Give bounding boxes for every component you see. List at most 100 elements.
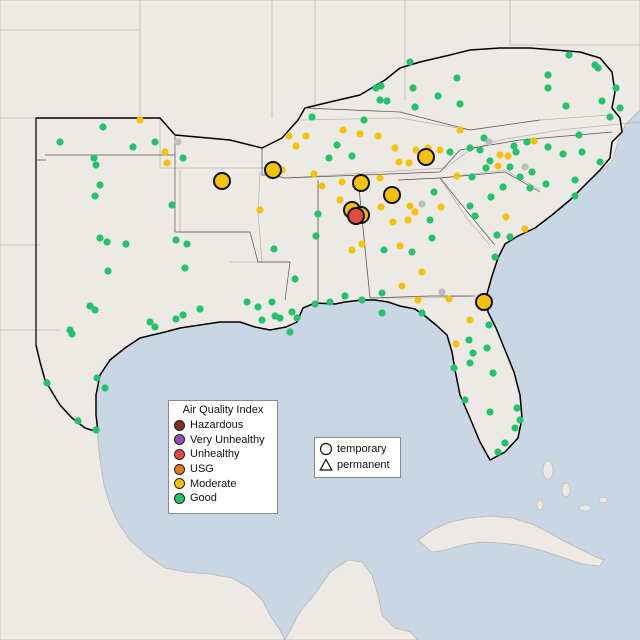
- good-monitor-point[interactable]: [358, 296, 366, 304]
- good-monitor-point[interactable]: [510, 142, 518, 150]
- good-monitor-point[interactable]: [501, 439, 509, 447]
- good-monitor-point[interactable]: [326, 298, 334, 306]
- good-monitor-point[interactable]: [434, 92, 442, 100]
- moderate-monitor-point[interactable]: [404, 216, 412, 224]
- good-monitor-point[interactable]: [378, 289, 386, 297]
- good-monitor-point[interactable]: [286, 328, 294, 336]
- good-monitor-point[interactable]: [383, 97, 391, 105]
- moderate-station-point[interactable]: [264, 161, 282, 179]
- moderate-monitor-point[interactable]: [418, 268, 426, 276]
- good-monitor-point[interactable]: [93, 374, 101, 382]
- good-monitor-point[interactable]: [314, 210, 322, 218]
- good-monitor-point[interactable]: [146, 318, 154, 326]
- good-monitor-point[interactable]: [483, 344, 491, 352]
- good-monitor-point[interactable]: [86, 302, 94, 310]
- moderate-monitor-point[interactable]: [376, 174, 384, 182]
- moderate-monitor-point[interactable]: [406, 202, 414, 210]
- good-monitor-point[interactable]: [291, 275, 299, 283]
- good-monitor-point[interactable]: [311, 300, 319, 308]
- good-monitor-point[interactable]: [461, 396, 469, 404]
- moderate-station-point[interactable]: [383, 186, 401, 204]
- good-monitor-point[interactable]: [476, 146, 484, 154]
- good-monitor-point[interactable]: [56, 138, 64, 146]
- good-monitor-point[interactable]: [428, 234, 436, 242]
- good-monitor-point[interactable]: [183, 240, 191, 248]
- good-monitor-point[interactable]: [151, 138, 159, 146]
- moderate-monitor-point[interactable]: [466, 316, 474, 324]
- good-monitor-point[interactable]: [606, 113, 614, 121]
- good-monitor-point[interactable]: [74, 417, 82, 425]
- good-monitor-point[interactable]: [268, 298, 276, 306]
- good-monitor-point[interactable]: [179, 154, 187, 162]
- moderate-monitor-point[interactable]: [374, 132, 382, 140]
- good-monitor-point[interactable]: [293, 314, 301, 322]
- good-monitor-point[interactable]: [506, 163, 514, 171]
- good-monitor-point[interactable]: [489, 369, 497, 377]
- good-monitor-point[interactable]: [92, 426, 100, 434]
- good-monitor-point[interactable]: [469, 349, 477, 357]
- good-monitor-point[interactable]: [196, 305, 204, 313]
- good-monitor-point[interactable]: [516, 173, 524, 181]
- moderate-monitor-point[interactable]: [398, 282, 406, 290]
- good-monitor-point[interactable]: [565, 51, 573, 59]
- good-monitor-point[interactable]: [466, 359, 474, 367]
- good-monitor-point[interactable]: [450, 364, 458, 372]
- good-monitor-point[interactable]: [494, 448, 502, 456]
- moderate-monitor-point[interactable]: [452, 340, 460, 348]
- moderate-monitor-point[interactable]: [395, 158, 403, 166]
- good-monitor-point[interactable]: [526, 184, 534, 192]
- good-monitor-point[interactable]: [101, 384, 109, 392]
- good-monitor-point[interactable]: [493, 231, 501, 239]
- good-monitor-point[interactable]: [596, 158, 604, 166]
- good-monitor-point[interactable]: [571, 176, 579, 184]
- moderate-monitor-point[interactable]: [456, 126, 464, 134]
- moderate-monitor-point[interactable]: [163, 159, 171, 167]
- moderate-station-point[interactable]: [213, 172, 231, 190]
- good-monitor-point[interactable]: [499, 183, 507, 191]
- good-monitor-point[interactable]: [91, 306, 99, 314]
- good-monitor-point[interactable]: [511, 424, 519, 432]
- moderate-monitor-point[interactable]: [285, 132, 293, 140]
- good-monitor-point[interactable]: [598, 97, 606, 105]
- good-monitor-point[interactable]: [103, 238, 111, 246]
- good-monitor-point[interactable]: [513, 404, 521, 412]
- good-monitor-point[interactable]: [276, 314, 284, 322]
- good-monitor-point[interactable]: [544, 143, 552, 151]
- moderate-monitor-point[interactable]: [356, 130, 364, 138]
- good-monitor-point[interactable]: [486, 408, 494, 416]
- good-monitor-point[interactable]: [418, 309, 426, 317]
- good-monitor-point[interactable]: [96, 234, 104, 242]
- good-monitor-point[interactable]: [487, 193, 495, 201]
- good-monitor-point[interactable]: [426, 216, 434, 224]
- moderate-monitor-point[interactable]: [445, 295, 453, 303]
- good-monitor-point[interactable]: [380, 246, 388, 254]
- good-monitor-point[interactable]: [616, 104, 624, 112]
- good-monitor-point[interactable]: [453, 74, 461, 82]
- moderate-monitor-point[interactable]: [302, 132, 310, 140]
- good-monitor-point[interactable]: [408, 248, 416, 256]
- moderate-monitor-point[interactable]: [436, 146, 444, 154]
- no-data-monitor-point[interactable]: [521, 163, 529, 171]
- moderate-monitor-point[interactable]: [318, 182, 326, 190]
- good-monitor-point[interactable]: [506, 233, 514, 241]
- moderate-monitor-point[interactable]: [521, 225, 529, 233]
- moderate-monitor-point[interactable]: [339, 126, 347, 134]
- good-monitor-point[interactable]: [168, 201, 176, 209]
- good-monitor-point[interactable]: [96, 181, 104, 189]
- good-monitor-point[interactable]: [68, 330, 76, 338]
- no-data-monitor-point[interactable]: [438, 288, 446, 296]
- good-monitor-point[interactable]: [594, 64, 602, 72]
- good-monitor-point[interactable]: [491, 253, 499, 261]
- good-monitor-point[interactable]: [471, 212, 479, 220]
- moderate-monitor-point[interactable]: [502, 213, 510, 221]
- good-monitor-point[interactable]: [43, 379, 51, 387]
- good-monitor-point[interactable]: [516, 416, 524, 424]
- moderate-monitor-point[interactable]: [530, 137, 538, 145]
- moderate-monitor-point[interactable]: [494, 162, 502, 170]
- moderate-monitor-point[interactable]: [161, 148, 169, 156]
- good-monitor-point[interactable]: [486, 157, 494, 165]
- good-monitor-point[interactable]: [378, 309, 386, 317]
- good-monitor-point[interactable]: [544, 71, 552, 79]
- good-monitor-point[interactable]: [409, 84, 417, 92]
- good-monitor-point[interactable]: [258, 316, 266, 324]
